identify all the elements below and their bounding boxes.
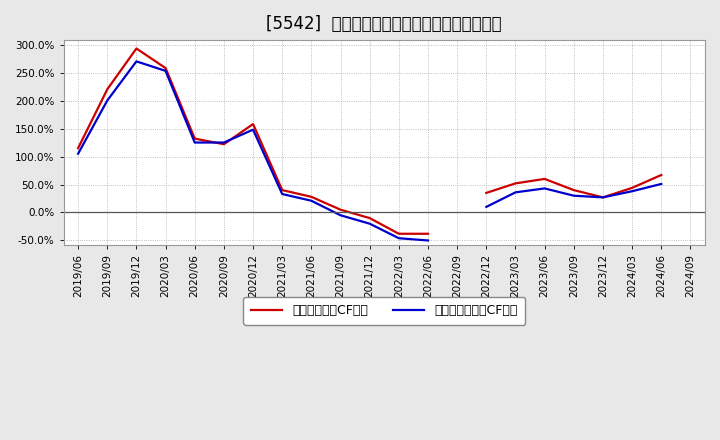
流動負債フリーCF比率 — [132, 59, 140, 64]
流動負債営業CF比率 — [132, 46, 140, 51]
Line: 流動負債フリーCF比率: 流動負債フリーCF比率 — [78, 61, 428, 241]
流動負債フリーCF比率 — [423, 238, 432, 243]
Title: [5542]  流動負債キャッシュフロー比率の推移: [5542] 流動負債キャッシュフロー比率の推移 — [266, 15, 502, 33]
流動負債営業CF比率 — [336, 207, 345, 213]
流動負債フリーCF比率 — [248, 127, 257, 132]
流動負債営業CF比率 — [248, 121, 257, 127]
流動負債フリーCF比率 — [278, 191, 287, 197]
流動負債営業CF比率 — [395, 231, 403, 236]
Legend: 流動負債営業CF比率, 流動負債フリーCF比率: 流動負債営業CF比率, 流動負債フリーCF比率 — [243, 297, 525, 325]
Line: 流動負債営業CF比率: 流動負債営業CF比率 — [78, 48, 428, 234]
流動負債営業CF比率 — [307, 194, 315, 199]
流動負債フリーCF比率 — [395, 235, 403, 241]
流動負債フリーCF比率 — [161, 68, 170, 73]
流動負債営業CF比率 — [220, 142, 228, 147]
流動負債営業CF比率 — [73, 146, 82, 151]
流動負債営業CF比率 — [423, 231, 432, 236]
流動負債フリーCF比率 — [365, 221, 374, 226]
流動負債フリーCF比率 — [190, 140, 199, 145]
流動負債フリーCF比率 — [73, 151, 82, 156]
流動負債フリーCF比率 — [220, 140, 228, 145]
流動負債営業CF比率 — [161, 66, 170, 71]
流動負債フリーCF比率 — [307, 198, 315, 203]
流動負債営業CF比率 — [190, 136, 199, 141]
流動負債フリーCF比率 — [336, 213, 345, 218]
流動負債営業CF比率 — [365, 216, 374, 221]
流動負債営業CF比率 — [278, 187, 287, 193]
流動負債営業CF比率 — [103, 87, 112, 92]
流動負債フリーCF比率 — [103, 98, 112, 103]
